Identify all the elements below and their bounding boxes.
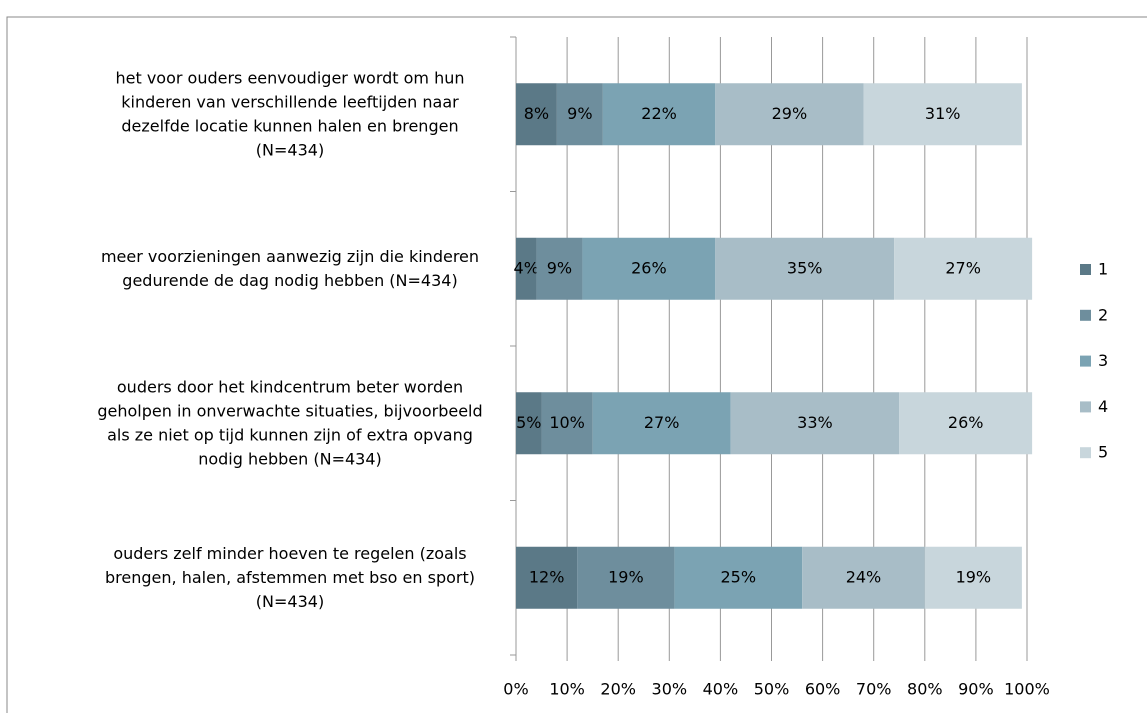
bar-segment <box>863 83 1022 146</box>
x-tick-label: 80% <box>907 680 943 699</box>
bar-segment <box>516 392 542 455</box>
x-tick-label: 50% <box>754 680 790 699</box>
x-tick-label: 0% <box>503 680 528 699</box>
label-line: nodig hebben (N=434) <box>198 449 382 468</box>
bar-segment <box>592 392 731 455</box>
bar-segment <box>577 546 675 609</box>
bar-segment <box>715 83 864 146</box>
x-tick-label: 90% <box>958 680 994 699</box>
bar-segment <box>536 237 583 300</box>
value-label: 27% <box>945 258 981 277</box>
value-label: 25% <box>721 567 757 586</box>
label-line: geholpen in onverwachte situaties, bijvo… <box>97 401 482 420</box>
legend-label: 5 <box>1098 443 1108 462</box>
label-line: (N=434) <box>256 591 324 610</box>
legend-swatch <box>1080 401 1091 413</box>
value-label: 35% <box>787 258 823 277</box>
value-label: 33% <box>797 413 833 432</box>
legend-label: 2 <box>1098 305 1108 324</box>
bar-segment <box>516 546 578 609</box>
label-line: meer voorzieningen aanwezig zijn die kin… <box>101 246 479 265</box>
value-label: 4% <box>514 258 539 277</box>
value-label: 19% <box>956 567 992 586</box>
legend-swatch <box>1080 447 1091 459</box>
value-label: 27% <box>644 413 680 432</box>
x-tick-label: 20% <box>600 680 636 699</box>
bar-segment <box>541 392 593 455</box>
value-label: 22% <box>641 104 677 123</box>
x-tick-label: 60% <box>805 680 841 699</box>
value-label: 26% <box>948 413 984 432</box>
legend-label: 1 <box>1098 260 1108 279</box>
bar-segment <box>602 83 716 146</box>
value-label: 8% <box>524 104 549 123</box>
label-line: het voor ouders eenvoudiger wordt om hun <box>115 68 464 87</box>
label-line: brengen, halen, afstemmen met bso en spo… <box>105 567 475 586</box>
bar-segment <box>674 546 803 609</box>
x-tick-label: 100% <box>1004 680 1050 699</box>
value-label: 19% <box>608 567 644 586</box>
bar-segment <box>516 237 537 300</box>
bar-segment <box>894 237 1033 300</box>
y-tick-label: meer voorzieningen aanwezig zijn die kin… <box>101 246 479 289</box>
x-tick-label: 10% <box>549 680 585 699</box>
value-label: 12% <box>529 567 565 586</box>
legend-swatch <box>1080 355 1091 367</box>
bar-segment <box>556 83 603 146</box>
y-tick-label: ouders door het kindcentrum beter worden… <box>97 377 482 468</box>
legend-label: 4 <box>1098 397 1108 416</box>
bar-segment <box>582 237 716 300</box>
bar-segment <box>730 392 900 455</box>
bar-segment <box>899 392 1033 455</box>
x-tick-label: 70% <box>856 680 892 699</box>
bar-segment <box>924 546 1022 609</box>
label-line: (N=434) <box>256 140 324 159</box>
legend-swatch <box>1080 309 1091 321</box>
bar-segment <box>516 83 557 146</box>
bar-segment <box>715 237 895 300</box>
x-tick-label: 30% <box>652 680 688 699</box>
label-line: ouders zelf minder hoeven te regelen (zo… <box>113 543 466 562</box>
value-label: 29% <box>772 104 808 123</box>
value-label: 10% <box>549 413 585 432</box>
value-label: 5% <box>516 413 541 432</box>
value-label: 24% <box>846 567 882 586</box>
value-label: 26% <box>631 258 667 277</box>
legend-label: 3 <box>1098 351 1108 370</box>
y-tick-label: het voor ouders eenvoudiger wordt om hun… <box>115 68 464 159</box>
legend-swatch <box>1080 264 1091 275</box>
label-line: kinderen van verschillende leeftijden na… <box>121 92 459 111</box>
value-label: 9% <box>567 104 592 123</box>
label-line: ouders door het kindcentrum beter worden <box>117 377 463 396</box>
label-line: gedurende de dag nodig hebben (N=434) <box>122 270 457 289</box>
label-line: als ze niet op tijd kunnen zijn of extra… <box>107 425 473 444</box>
x-tick-label: 40% <box>703 680 739 699</box>
chart-frame <box>6 16 1147 713</box>
y-tick-label: ouders zelf minder hoeven te regelen (zo… <box>105 543 475 610</box>
bar-segment <box>802 546 925 609</box>
label-line: dezelfde locatie kunnen halen en brengen <box>121 116 458 135</box>
value-label: 31% <box>925 104 961 123</box>
value-label: 9% <box>547 258 572 277</box>
